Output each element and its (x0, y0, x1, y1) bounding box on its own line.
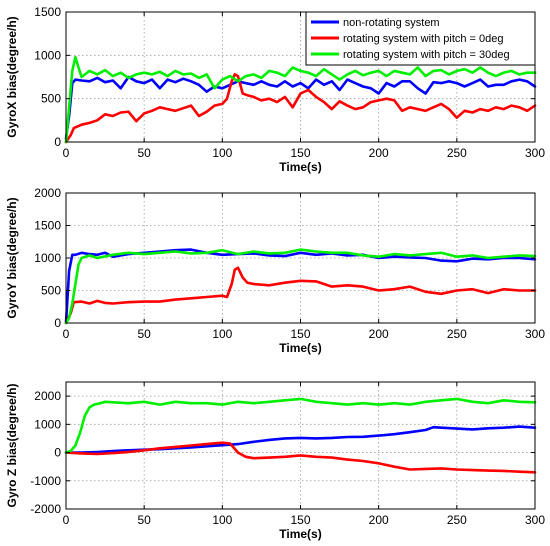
gyro-x-xtick-label: 200 (369, 146, 389, 160)
legend-label-non-rotating: non-rotating system (343, 17, 440, 29)
gyro-z-ytick-label: 0 (54, 446, 61, 460)
gyro-x-xtick-label: 100 (212, 146, 232, 160)
gyro-y-xtick-label: 100 (212, 327, 232, 341)
gyro-x-ytick-label: 0 (54, 135, 61, 149)
gyro-y-ylabel: GyroY bias(degree/h) (5, 197, 19, 318)
gyro-y-ytick-label: 1000 (34, 251, 61, 265)
gyro-y-series-pitch-0 (64, 266, 537, 325)
gyro-x-xtick-label: 250 (447, 146, 467, 160)
gyro-x-ytick-label: 1000 (34, 48, 61, 62)
gyro-y-ytick-label: 0 (54, 316, 61, 330)
gyro-z-ylabel: Gyro Z bias(degree/h) (5, 383, 19, 507)
gyro-z-xtick-label: 300 (525, 513, 545, 527)
gyro-z-series-pitch-30 (64, 397, 537, 454)
gyro-y-xtick-label: 200 (369, 327, 389, 341)
gyro-x-xtick-label: 150 (290, 146, 310, 160)
gyro-y-series-pitch-30 (64, 248, 537, 325)
gyro-y-xtick-label: 0 (63, 327, 70, 341)
gyro-y-ytick-label: 500 (41, 284, 61, 298)
gyro-z-ytick-label: 2000 (34, 389, 61, 403)
gyro-y-ytick-label: 1500 (34, 219, 61, 233)
gyro-z-xtick-label: 150 (290, 513, 310, 527)
gyro-y-ytick-label: 2000 (34, 186, 61, 200)
gyro-y-xtick-label: 300 (525, 327, 545, 341)
gyro-x-ytick-label: 500 (41, 92, 61, 106)
gyro-z-xtick-label: 50 (137, 513, 151, 527)
gyro-z-xtick-label: 200 (369, 513, 389, 527)
gyro-x-xtick-label: 0 (63, 146, 70, 160)
gyro-z-xtick-label: 100 (212, 513, 232, 527)
legend-label-pitch-0: rotating system with pitch = 0deg (343, 33, 504, 45)
gyro-z-axes: 0 50 100 150 200 250 300 -2000 -1000 0 1000 2000 Gyr… (5, 381, 545, 541)
gyro-y-series-non-rotating (64, 248, 537, 325)
legend-label-pitch-30: rotating system with pitch = 30deg (343, 49, 510, 61)
gyro-z-series-pitch-0 (64, 441, 537, 474)
gyro-z-ytick-label: -1000 (30, 474, 61, 488)
gyro-y-axes: 0 50 100 150 200 250 300 0 500 1000 1500 2000 GyroY … (5, 186, 545, 355)
legend-box (305, 11, 536, 66)
gyro-z-ytick-label: 1000 (34, 417, 61, 431)
gyro-y-xtick-label: 250 (447, 327, 467, 341)
gyro-y-xlabel: Time(s) (279, 341, 321, 355)
gyro-y-xtick-label: 150 (290, 327, 310, 341)
gyro-y-xtick-label: 50 (137, 327, 151, 341)
gyro-x-ylabel: GyroX bias(degree/h) (5, 16, 19, 137)
gyro-z-xtick-label: 250 (447, 513, 467, 527)
gyro-x-xtick-label: 50 (137, 146, 151, 160)
gyro-x-series-pitch-0 (64, 73, 537, 144)
gyro-z-xlabel: Time(s) (279, 527, 321, 541)
gyro-x-series-pitch-30 (64, 55, 537, 144)
legend: non-rotating system rotating system with… (305, 11, 536, 66)
gyro-x-xlabel: Time(s) (279, 160, 321, 174)
gyro-x-xtick-label: 300 (525, 146, 545, 160)
gyro-z-ytick-label: -2000 (30, 502, 61, 516)
gyro-x-series-non-rotating (64, 75, 537, 140)
gyro-z-xtick-label: 0 (63, 513, 70, 527)
gyro-x-ytick-label: 1500 (34, 5, 61, 19)
